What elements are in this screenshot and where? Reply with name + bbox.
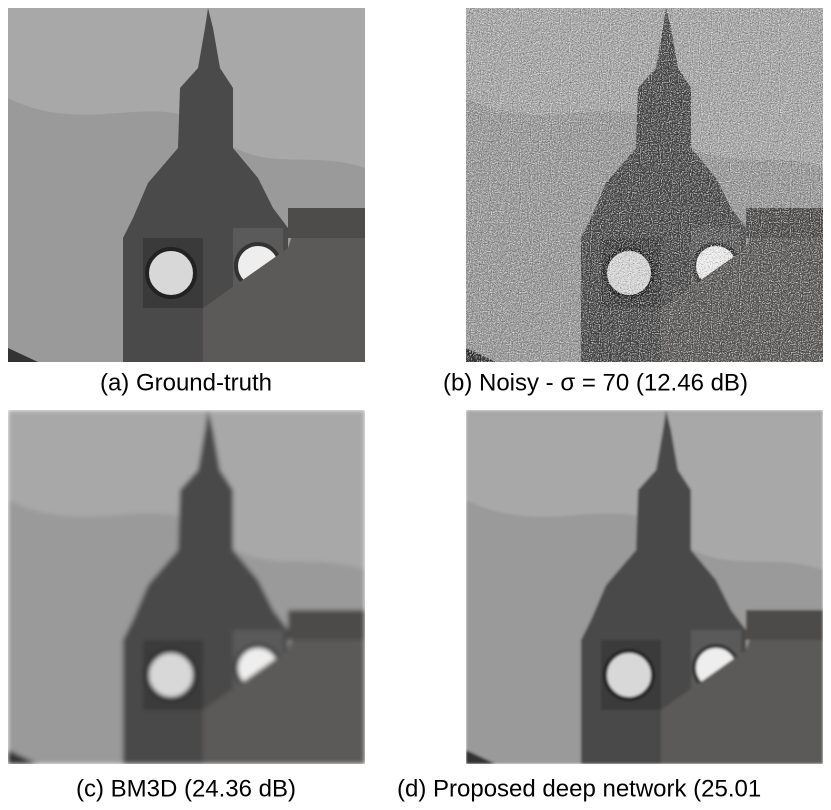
caption: (a) Ground-truth [100, 369, 272, 396]
caption: (b) Noisy - σ = 70 (12.46 dB) [443, 369, 748, 396]
figure: (a) Ground-truth (b) Noisy - σ = 70 (12.… [0, 0, 831, 810]
caption: (c) BM3D (24.36 dB) [76, 775, 296, 802]
image-bm3d [8, 410, 365, 764]
caption: (d) Proposed deep network (25.01 [397, 775, 761, 802]
image-proposed [466, 410, 823, 764]
image-ground-truth [8, 8, 365, 362]
image-noisy [466, 8, 823, 362]
